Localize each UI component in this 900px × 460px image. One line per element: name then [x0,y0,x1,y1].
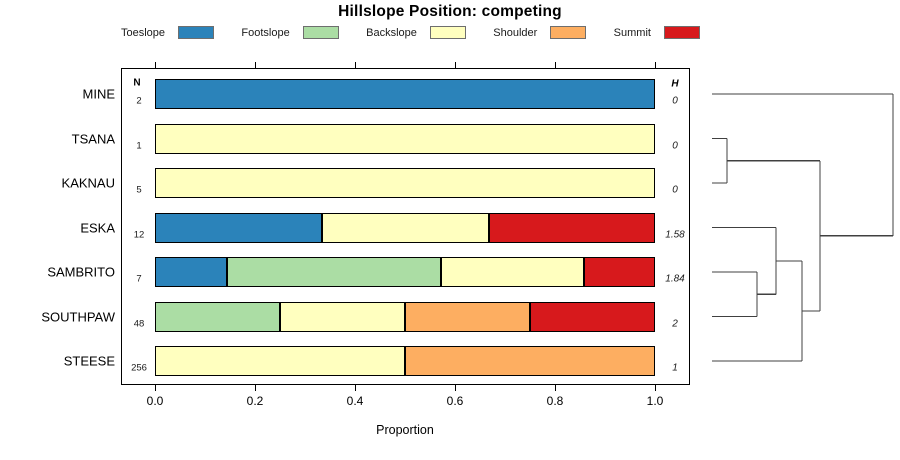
bar-segment-backslope [155,168,655,198]
x-axis-tick-bottom [454,385,456,391]
legend-swatch-toeslope [178,26,215,39]
bar-segment-backslope [321,212,489,243]
bar-segment-summit [488,212,655,243]
h-value-steese: 1 [672,362,678,374]
legend-item-summit: Summit [614,26,700,39]
legend-swatch-backslope [429,26,466,39]
row-label-steese: STEESE [63,353,115,369]
bar-segment-footslope [226,257,441,287]
legend-item-backslope: Backslope [366,26,466,39]
bar-segment-summit [530,301,655,332]
row-label-mine: MINE [82,86,116,102]
bar-steese [155,346,655,376]
x-axis-tick-label: 0.6 [446,394,464,408]
x-axis-title: Proportion [376,423,434,437]
n-column-header: N [133,77,141,89]
x-axis-tick-bottom [154,385,156,391]
x-axis-tick-bottom [254,385,256,391]
bar-tsana [155,123,655,154]
h-value-tsana: 0 [672,140,678,151]
x-axis-tick-top [454,62,456,68]
h-value-eska: 1.58 [665,229,685,240]
n-value-sambrito: 7 [136,273,142,285]
legend-item-toeslope: Toeslope [121,26,215,39]
legend-label-footslope: Footslope [241,26,290,39]
bar-eska [155,212,655,243]
x-axis-tick-top [254,62,256,68]
bar-segment-toeslope [155,79,655,109]
h-column-header: H [671,78,679,90]
bar-southpaw [155,301,655,332]
bar-segment-footslope [155,301,280,332]
bar-sambrito [155,257,655,287]
x-axis-tick-label: 0.8 [546,394,564,408]
bar-segment-summit [583,257,655,287]
row-label-eska: ESKA [80,220,115,235]
x-axis-tick-label: 0.2 [246,394,264,408]
legend-swatch-summit [663,26,700,39]
x-axis-tick-top [154,62,156,68]
n-value-mine: 2 [136,95,142,107]
bar-segment-backslope [155,123,655,154]
x-axis-tick-top [554,62,556,68]
bar-segment-backslope [155,346,405,376]
x-axis-tick-bottom [354,385,356,391]
row-label-southpaw: SOUTHPAW [41,309,115,324]
bar-mine [155,79,655,109]
x-axis-tick-bottom [654,385,656,391]
legend-label-summit: Summit [613,26,651,39]
legend-item-footslope: Footslope [241,26,339,39]
bar-segment-toeslope [155,257,227,287]
n-value-eska: 12 [133,229,145,240]
bar-kaknau [155,168,655,198]
row-label-sambrito: SAMBRITO [47,264,115,280]
legend-swatch-shoulder [550,26,587,39]
bar-segment-shoulder [405,346,655,376]
x-axis-tick-top [654,62,656,68]
legend: Toeslope Footslope Backslope Shoulder Summit [121,26,700,39]
n-value-southpaw: 48 [133,318,145,329]
x-axis-tick-top [354,62,356,68]
row-label-tsana: TSANA [71,131,115,146]
h-value-southpaw: 2 [672,318,678,329]
chart-title: Hillslope Position: competing [338,3,562,20]
bar-segment-shoulder [405,301,530,332]
legend-label-shoulder: Shoulder [493,26,538,39]
row-label-kaknau: KAKNAU [61,175,115,191]
h-value-mine: 0 [672,95,678,107]
legend-item-shoulder: Shoulder [493,26,587,39]
h-value-sambrito: 1.84 [665,273,685,285]
x-axis-tick-label: 0.4 [346,394,364,408]
legend-swatch-footslope [302,26,339,39]
n-value-steese: 256 [131,362,147,374]
x-axis-tick-bottom [554,385,556,391]
bar-segment-backslope [441,257,584,287]
h-value-kaknau: 0 [672,184,678,196]
bar-segment-backslope [280,301,405,332]
bar-segment-toeslope [155,212,322,243]
x-axis-tick-label: 1.0 [646,394,664,408]
legend-label-backslope: Backslope [366,26,417,39]
legend-label-toeslope: Toeslope [121,26,166,39]
n-value-tsana: 1 [136,140,142,151]
n-value-kaknau: 5 [136,184,142,196]
plot-box [121,68,690,385]
x-axis-tick-label: 0.0 [146,394,164,408]
